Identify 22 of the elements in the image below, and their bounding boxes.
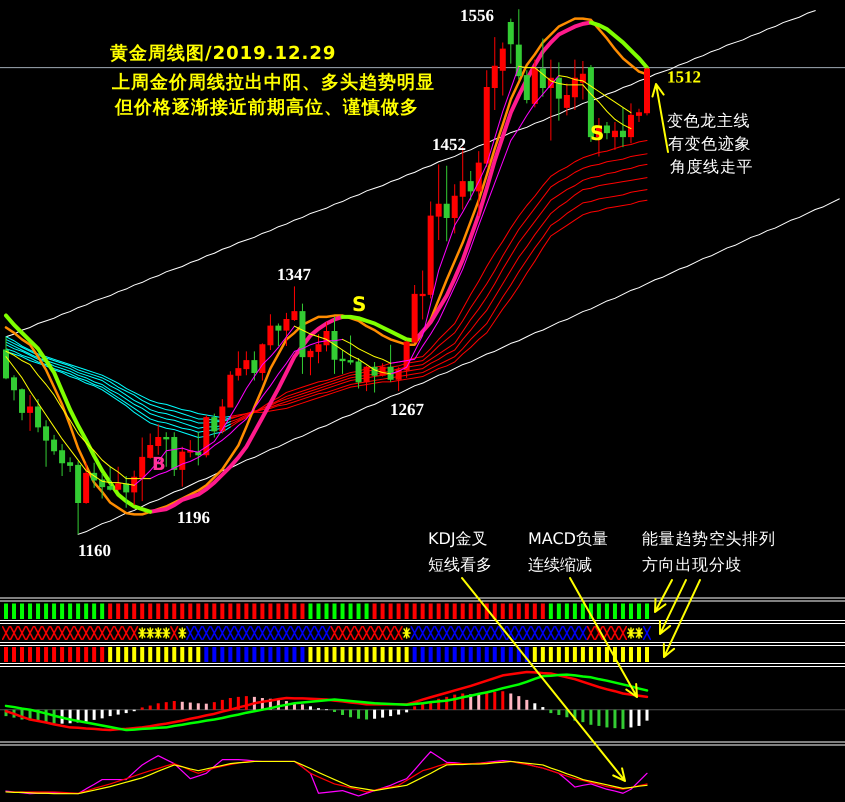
annotation: S — [590, 121, 604, 145]
annotation: 1347 — [277, 265, 312, 284]
text: 上周金价周线拉出中阳、多头趋势明显 — [111, 72, 435, 93]
annotation: 有变色迹象 — [668, 134, 751, 153]
annotation: 变色龙主线 — [667, 111, 750, 130]
annotation: B — [152, 454, 166, 475]
annotation: 1452 — [432, 135, 466, 154]
ref-line-label: 1512 — [667, 68, 701, 87]
annotation: 1556 — [460, 6, 494, 25]
annotation: 角度线走平 — [670, 157, 753, 176]
annotation: KDJ金叉 — [428, 529, 488, 548]
annotation: MACD负量 — [528, 529, 608, 548]
annotation: 1267 — [390, 400, 424, 419]
text: 1160 — [78, 541, 112, 560]
annotation: 1196 — [177, 508, 210, 527]
text: 黄金周线图/2019.12.29 — [109, 43, 336, 64]
annotation: S — [352, 292, 366, 316]
text: 方向出现分歧 — [642, 555, 742, 574]
text: 短线看多 — [428, 555, 492, 574]
annotation: 但价格逐渐接近前期高位、谨慎做多 — [114, 97, 419, 118]
text: 连续缩减 — [528, 555, 592, 574]
annotation: 能量趋势空头排列 — [642, 529, 776, 548]
